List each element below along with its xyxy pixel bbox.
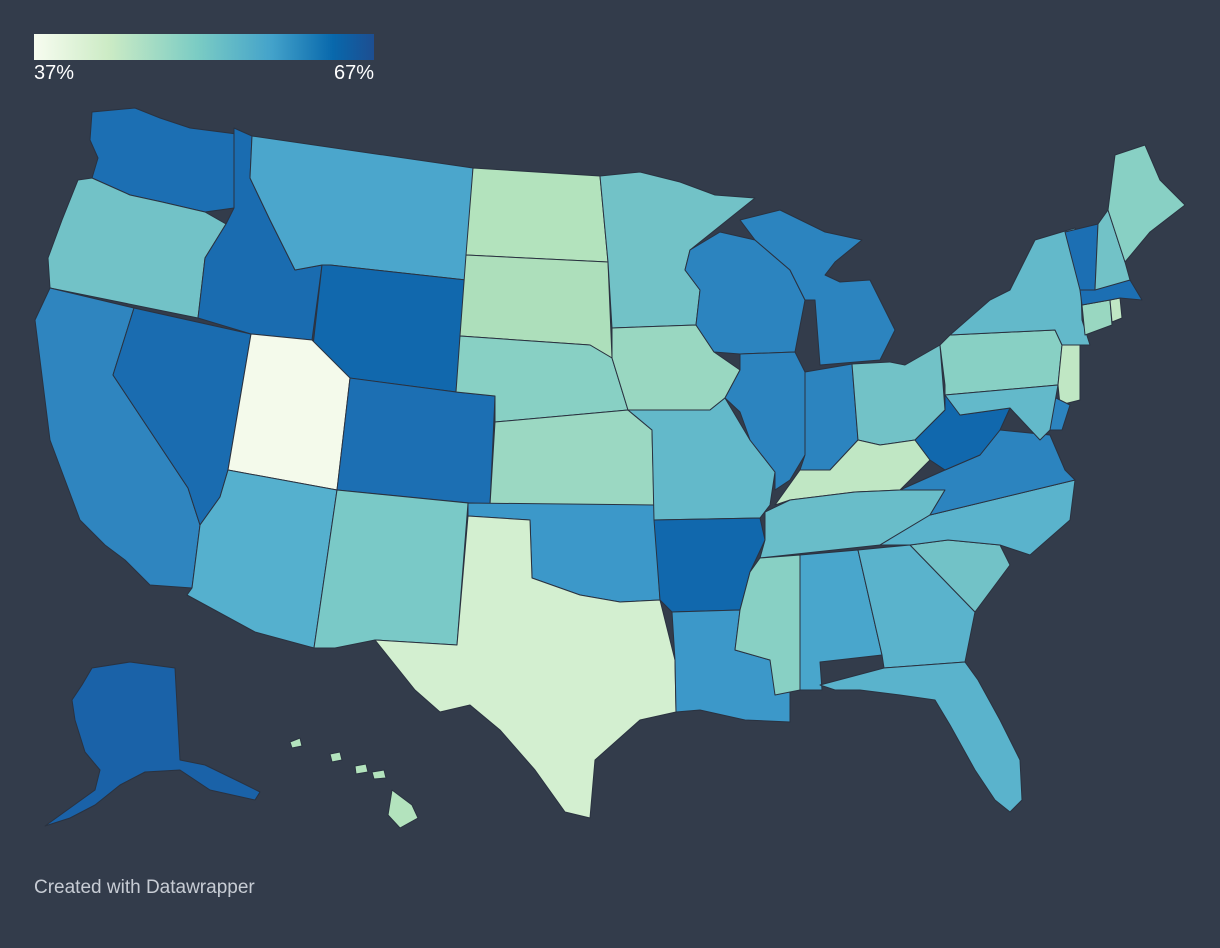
state-hi[interactable] xyxy=(289,737,419,829)
state-ak[interactable] xyxy=(44,661,261,827)
credit-text: Created with Datawrapper xyxy=(34,877,255,898)
legend-min-label: 37% xyxy=(34,62,75,84)
state-ks[interactable] xyxy=(489,409,655,506)
state-mo[interactable] xyxy=(627,397,776,521)
legend-labels: 37% 67% xyxy=(34,62,374,86)
state-mi[interactable] xyxy=(739,209,896,366)
legend-max-label: 67% xyxy=(333,62,374,84)
state-nm[interactable] xyxy=(313,489,469,649)
state-il[interactable] xyxy=(724,351,806,491)
state-ri[interactable] xyxy=(1109,297,1123,323)
state-co[interactable] xyxy=(336,377,496,506)
state-nh[interactable] xyxy=(1094,209,1131,291)
state-nd[interactable] xyxy=(465,167,609,263)
state-nj[interactable] xyxy=(1057,344,1081,406)
state-md[interactable] xyxy=(944,384,1059,441)
color-legend: 37% 67% xyxy=(34,34,374,86)
state-me[interactable] xyxy=(1107,144,1186,263)
state-fl[interactable] xyxy=(819,661,1023,813)
state-wv[interactable] xyxy=(914,384,1011,471)
legend-gradient-bar xyxy=(34,34,374,60)
state-pa[interactable] xyxy=(939,329,1063,396)
state-tx[interactable] xyxy=(374,515,677,819)
state-ct[interactable] xyxy=(1081,299,1113,336)
